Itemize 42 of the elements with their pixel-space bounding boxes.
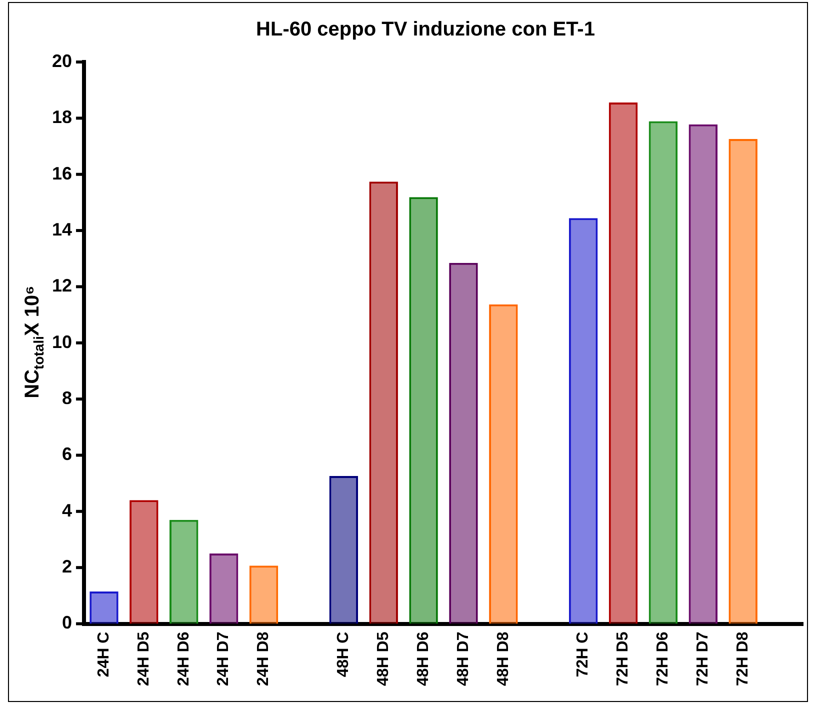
y-tick-label: 10 xyxy=(52,332,72,352)
y-tick-label: 18 xyxy=(52,107,72,128)
bar xyxy=(249,566,278,624)
bar xyxy=(409,197,438,624)
bar xyxy=(608,102,638,624)
bar xyxy=(209,554,238,624)
bar xyxy=(170,520,198,624)
x-tick-label: 48H C xyxy=(335,631,352,678)
x-tick-label: 48H D8 xyxy=(494,632,512,686)
x-tick-label: 72H C xyxy=(574,631,592,678)
x-tick-label: 24H C xyxy=(95,631,112,678)
bar xyxy=(568,218,598,624)
x-tick-label: 24H D6 xyxy=(175,632,192,686)
bar xyxy=(369,182,398,624)
bar xyxy=(449,262,478,624)
x-tick-label: 72H D5 xyxy=(614,632,632,686)
bar xyxy=(648,121,678,624)
chart-title: HL-60 ceppo TV induzione con ET-1 xyxy=(256,18,595,41)
bar xyxy=(688,124,718,624)
y-tick-label: 16 xyxy=(52,163,72,184)
x-tick-label: 24H D8 xyxy=(255,632,272,686)
bar xyxy=(130,500,158,624)
y-tick-label: 4 xyxy=(62,500,72,520)
x-tick-label: 48H D6 xyxy=(414,632,432,686)
x-tick-label: 72H D8 xyxy=(734,632,752,686)
y-tick-label: 12 xyxy=(52,276,72,296)
y-tick-label: 8 xyxy=(62,388,72,408)
y-tick-label: 20 xyxy=(52,50,72,71)
y-tick-label: 2 xyxy=(62,556,72,577)
bar xyxy=(90,591,118,624)
x-tick-label: 24H D7 xyxy=(215,632,232,686)
bar xyxy=(489,304,518,624)
bar xyxy=(329,476,358,624)
x-tick-label: 24H D5 xyxy=(135,632,152,686)
y-tick-label: 6 xyxy=(62,444,72,464)
x-tick-label: 48H D7 xyxy=(454,632,472,686)
x-tick-label: 48H D5 xyxy=(375,632,392,686)
y-tick-label: 14 xyxy=(52,219,72,240)
x-tick-label: 72H D7 xyxy=(694,632,712,686)
y-tick-label: 0 xyxy=(62,612,72,633)
bar xyxy=(728,138,758,624)
x-tick-label: 72H D6 xyxy=(654,632,672,686)
